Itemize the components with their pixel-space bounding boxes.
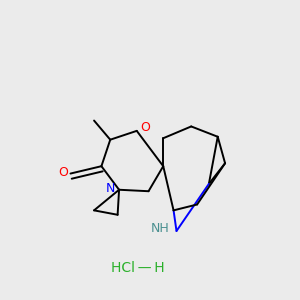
Text: O: O — [58, 166, 68, 178]
Text: NH: NH — [151, 221, 170, 235]
Text: N: N — [106, 182, 115, 195]
Text: O: O — [141, 122, 151, 134]
Text: HCl — H: HCl — H — [111, 261, 165, 275]
